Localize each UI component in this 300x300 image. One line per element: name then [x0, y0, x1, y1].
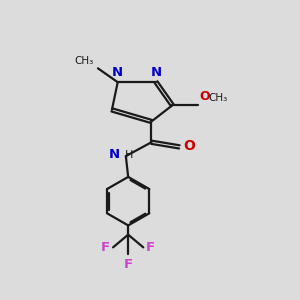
Text: N: N — [151, 66, 162, 80]
Text: O: O — [199, 91, 210, 103]
Text: CH₃: CH₃ — [74, 56, 93, 67]
Text: O: O — [183, 139, 195, 153]
Text: N: N — [109, 148, 120, 161]
Text: F: F — [124, 258, 133, 271]
Text: N: N — [112, 66, 123, 80]
Text: F: F — [101, 241, 110, 254]
Text: H: H — [125, 150, 133, 160]
Text: F: F — [146, 241, 155, 254]
Text: CH₃: CH₃ — [208, 94, 228, 103]
